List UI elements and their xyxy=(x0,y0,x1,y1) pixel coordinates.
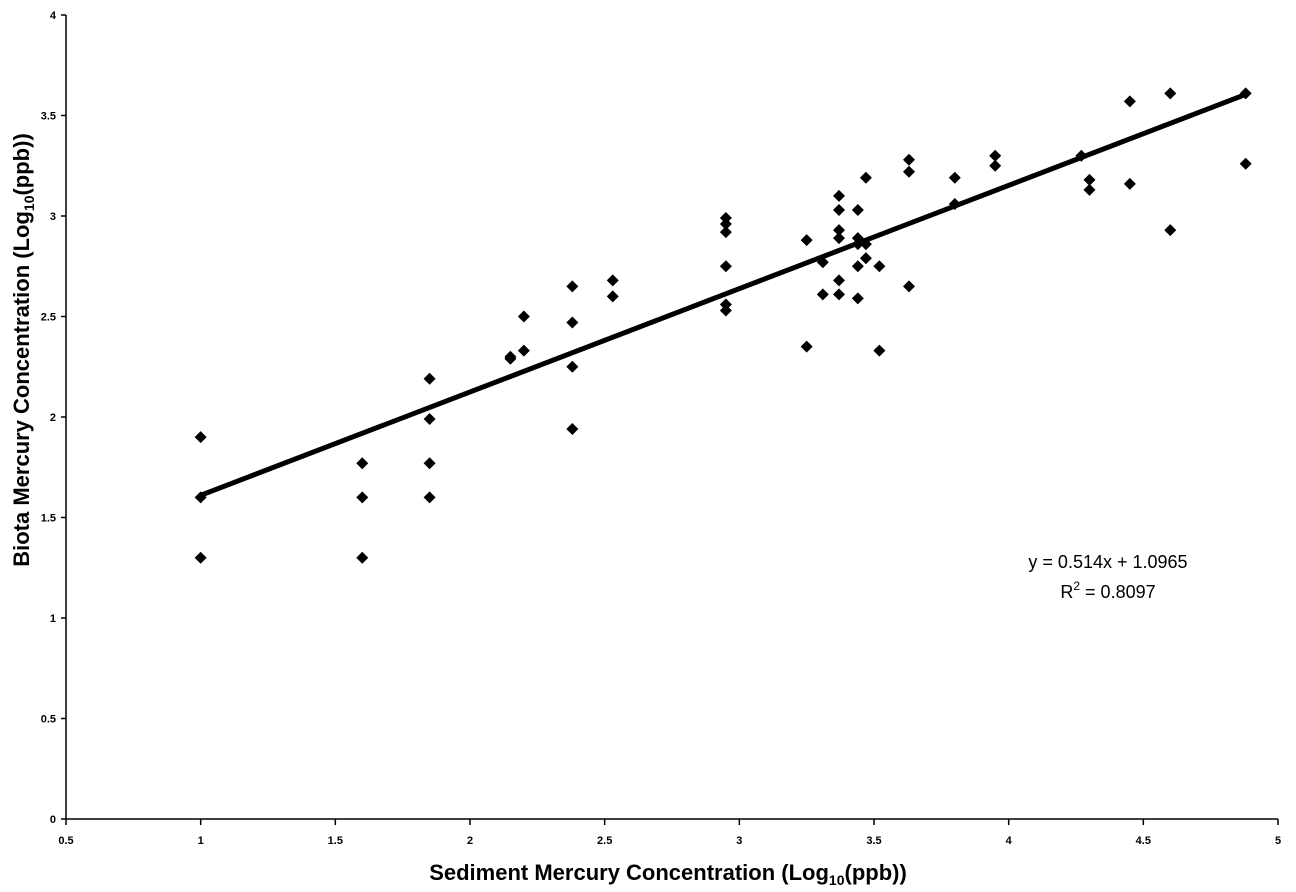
data-point xyxy=(873,344,886,357)
data-point xyxy=(859,238,872,251)
data-point xyxy=(1239,87,1252,100)
data-point xyxy=(1083,173,1096,186)
data-point xyxy=(903,280,916,293)
data-points xyxy=(194,87,1252,564)
x-axis-title: Sediment Mercury Concentration (Log10(pp… xyxy=(429,860,907,888)
y-tick-label: 2.5 xyxy=(41,312,56,324)
y-tick-label: 0.5 xyxy=(41,714,56,726)
data-point xyxy=(1123,95,1136,108)
x-tick-label: 2 xyxy=(467,835,473,847)
data-point xyxy=(1083,183,1096,196)
data-point xyxy=(356,457,369,470)
y-tick-label: 2 xyxy=(50,412,56,424)
data-point xyxy=(1075,149,1088,162)
data-point xyxy=(719,218,732,231)
x-tick-label: 1.5 xyxy=(328,835,343,847)
trendline-equation: y = 0.514x + 1.0965 xyxy=(1028,552,1187,572)
data-point xyxy=(832,274,845,287)
data-point xyxy=(1239,157,1252,170)
data-point xyxy=(517,310,530,323)
x-tick-label: 3 xyxy=(736,835,742,847)
axes xyxy=(61,14,1279,825)
x-tick-label: 5 xyxy=(1275,835,1281,847)
y-tick-label: 1 xyxy=(50,613,56,625)
data-point xyxy=(423,413,436,426)
y-axis-title: Biota Mercury Concentration (Log10(ppb)) xyxy=(9,133,37,567)
data-point xyxy=(423,457,436,470)
data-point xyxy=(903,165,916,178)
data-point xyxy=(903,153,916,166)
data-point xyxy=(859,171,872,184)
data-point xyxy=(851,232,864,245)
data-point xyxy=(832,224,845,237)
y-tick-label: 3 xyxy=(50,211,56,223)
data-point xyxy=(800,340,813,353)
data-point xyxy=(816,288,829,301)
data-point xyxy=(719,226,732,239)
data-point xyxy=(566,423,579,436)
data-point xyxy=(1123,177,1136,190)
data-point xyxy=(504,352,517,365)
x-tick-label: 4.5 xyxy=(1136,835,1151,847)
data-point xyxy=(606,274,619,287)
trendline-group xyxy=(198,91,1249,498)
data-point xyxy=(719,298,732,311)
x-tick-label: 4 xyxy=(1006,835,1013,847)
data-point xyxy=(719,304,732,317)
r-squared-label: R2 = 0.8097 xyxy=(1060,579,1155,602)
y-tick-label: 4 xyxy=(50,10,57,22)
x-tick-label: 1 xyxy=(198,835,204,847)
data-point xyxy=(873,260,886,273)
data-point xyxy=(194,431,207,444)
y-tick-label: 1.5 xyxy=(41,513,56,525)
data-point xyxy=(948,171,961,184)
data-point xyxy=(194,551,207,564)
data-point xyxy=(1164,87,1177,100)
x-tick-label: 0.5 xyxy=(58,835,73,847)
data-point xyxy=(566,280,579,293)
data-point xyxy=(356,491,369,504)
data-point xyxy=(832,288,845,301)
data-point xyxy=(356,551,369,564)
data-point xyxy=(606,290,619,303)
data-point xyxy=(517,344,530,357)
data-point xyxy=(832,189,845,202)
data-point xyxy=(423,372,436,385)
y-tick-label: 3.5 xyxy=(41,111,56,123)
data-point xyxy=(989,149,1002,162)
data-point xyxy=(816,256,829,269)
data-point xyxy=(859,252,872,265)
data-point xyxy=(800,234,813,247)
data-point xyxy=(194,491,207,504)
data-point xyxy=(989,159,1002,172)
data-point xyxy=(1164,224,1177,237)
data-point xyxy=(851,292,864,305)
data-point xyxy=(832,203,845,216)
data-point xyxy=(832,232,845,245)
data-point xyxy=(566,316,579,329)
data-point xyxy=(423,491,436,504)
data-point xyxy=(948,197,961,210)
data-point xyxy=(719,260,732,273)
trendline xyxy=(198,91,1249,498)
data-point xyxy=(851,260,864,273)
y-tick-label: 0 xyxy=(50,814,56,826)
data-point xyxy=(719,212,732,225)
x-tick-label: 3.5 xyxy=(866,835,881,847)
tick-labels: 0.5 1 1.5 2 2.5 3 3.5 4 4.5 500.511.522.533.54 xyxy=(41,10,1281,847)
data-point xyxy=(851,238,864,251)
data-point xyxy=(566,360,579,373)
x-tick-label: 2.5 xyxy=(597,835,612,847)
data-point xyxy=(851,203,864,216)
